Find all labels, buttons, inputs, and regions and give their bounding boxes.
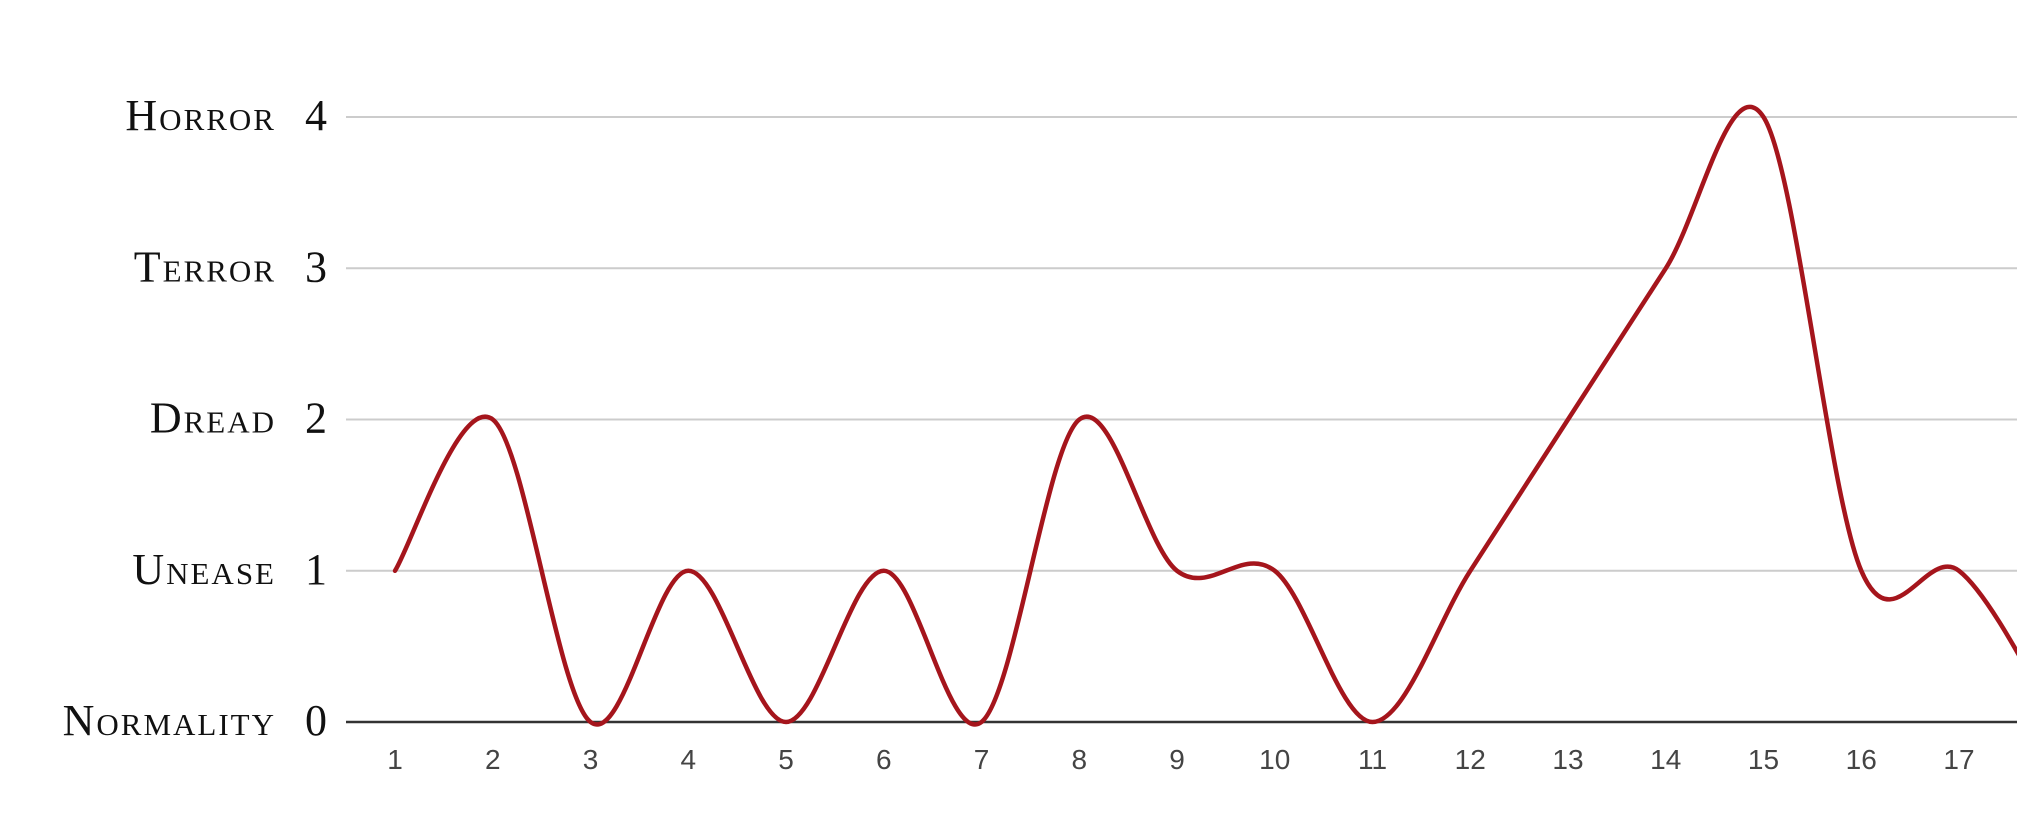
y-label-0: Normality <box>63 696 276 745</box>
x-axis-labels: 1 2 3 4 5 6 7 8 9 10 11 12 13 14 15 16 17 <box>387 744 1974 775</box>
data-point-3 <box>588 719 594 725</box>
data-point-5 <box>783 719 789 725</box>
x-tick-label-5: 5 <box>778 744 794 775</box>
y-label-4: Horror <box>125 91 276 140</box>
y-tick-number-3: 3 <box>305 242 327 291</box>
x-tick-label-14: 14 <box>1650 744 1681 775</box>
y-tick-number-4: 4 <box>305 91 327 140</box>
y-label-2: Dread <box>150 394 276 443</box>
data-point-14 <box>1663 265 1669 271</box>
data-point-8 <box>1076 417 1082 423</box>
x-tick-label-9: 9 <box>1169 744 1185 775</box>
data-point-12 <box>1467 568 1473 574</box>
data-point-13 <box>1565 417 1571 423</box>
data-point-7 <box>979 719 985 725</box>
x-tick-label-15: 15 <box>1748 744 1779 775</box>
x-tick-label-1: 1 <box>387 744 403 775</box>
x-tick-label-8: 8 <box>1071 744 1087 775</box>
data-point-9 <box>1174 568 1180 574</box>
x-tick-label-4: 4 <box>680 744 696 775</box>
x-tick-label-7: 7 <box>974 744 990 775</box>
y-tick-number-2: 2 <box>305 394 327 443</box>
x-tick-label-12: 12 <box>1455 744 1486 775</box>
data-point-4 <box>685 568 691 574</box>
x-tick-label-11: 11 <box>1358 744 1387 775</box>
data-point-16 <box>1858 568 1864 574</box>
x-tick-label-10: 10 <box>1259 744 1290 775</box>
data-point-11 <box>1370 719 1376 725</box>
data-point-2 <box>490 417 496 423</box>
x-tick-label-2: 2 <box>485 744 501 775</box>
data-point-6 <box>881 568 887 574</box>
data-point-10 <box>1272 568 1278 574</box>
x-tick-label-6: 6 <box>876 744 892 775</box>
x-tick-label-16: 16 <box>1846 744 1877 775</box>
x-tick-label-3: 3 <box>583 744 599 775</box>
series-line-0 <box>395 107 2017 725</box>
series-group <box>392 107 2017 725</box>
x-tick-label-13: 13 <box>1552 744 1583 775</box>
y-tick-number-1: 1 <box>305 545 327 594</box>
y-label-3: Terror <box>134 242 276 291</box>
y-axis-labels: Normality 0 Unease 1 Dread 2 Terror 3 Horror 4 <box>63 91 327 745</box>
data-point-15 <box>1761 114 1767 120</box>
gridlines <box>346 117 2017 722</box>
data-point-17 <box>1956 568 1962 574</box>
y-tick-number-0: 0 <box>305 696 327 745</box>
y-label-1: Unease <box>132 545 276 594</box>
data-point-1 <box>392 568 398 574</box>
x-tick-label-17: 17 <box>1943 744 1974 775</box>
